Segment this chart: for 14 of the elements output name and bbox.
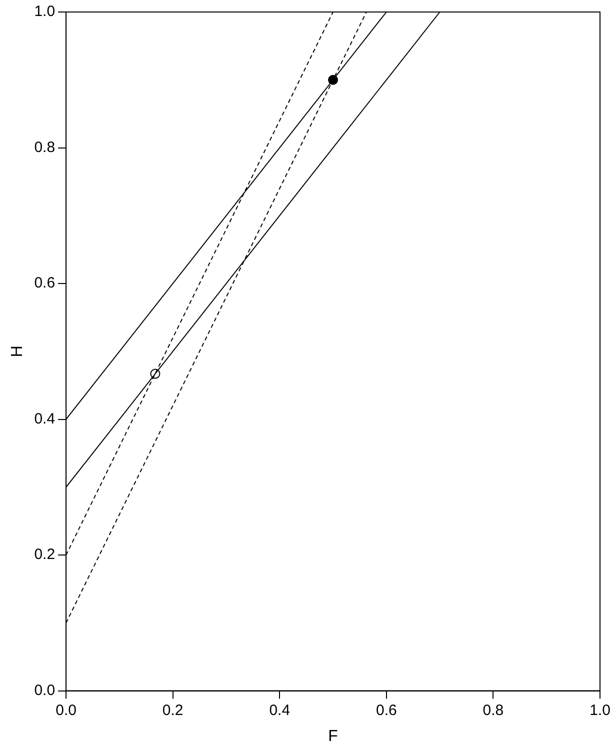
y-tick-label: 0.2 — [34, 546, 56, 564]
x-axis-title: F — [328, 728, 338, 745]
x-tick-label: 0.0 — [56, 702, 76, 719]
y-tick-label: 0.0 — [34, 682, 56, 699]
x-tick-label: 0.8 — [482, 702, 504, 719]
y-axis-title: H — [9, 346, 26, 358]
y-tick-label: 0.6 — [34, 274, 56, 292]
x-tick-label: 0.6 — [376, 702, 397, 719]
x-tick-label: 1.0 — [590, 702, 610, 719]
y-tick-label: 1.0 — [34, 3, 56, 20]
y-tick-label: 0.8 — [34, 138, 56, 156]
x-tick-label: 0.4 — [269, 702, 290, 719]
y-tick-label: 0.4 — [34, 410, 56, 428]
x-tick-label: 0.2 — [162, 702, 184, 719]
